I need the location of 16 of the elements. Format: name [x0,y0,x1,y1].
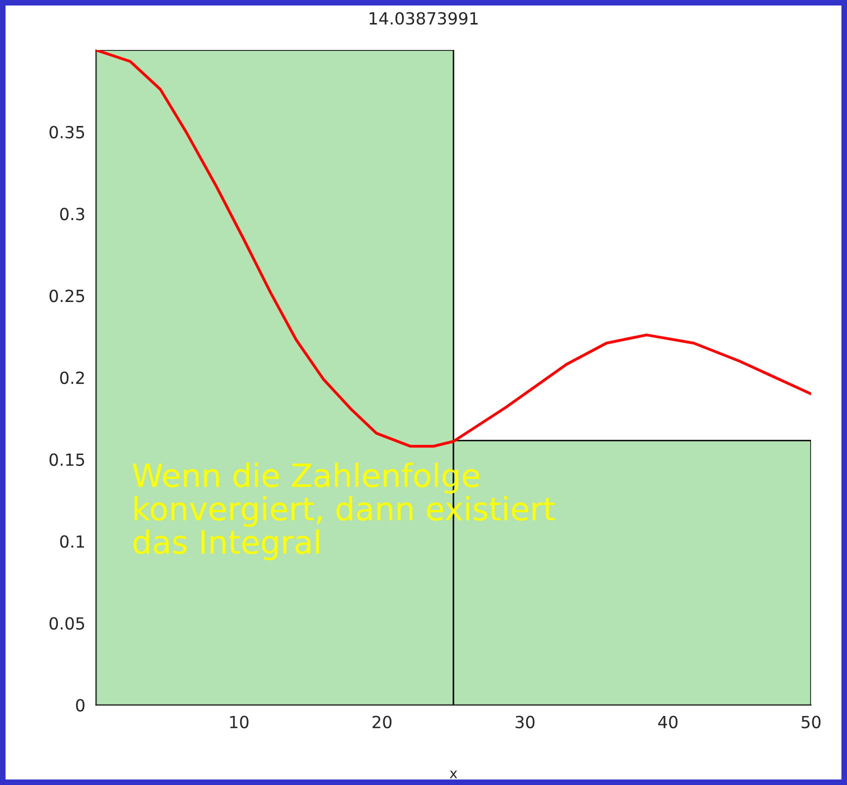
x-tick-label: 40 [658,716,678,728]
x-tick-label: 50 [802,716,820,728]
line-series [96,50,812,448]
y-tick-label: 0.05 [50,617,84,630]
y-tick-label: 0.15 [50,453,84,466]
y-tick-label: 0.35 [50,126,84,138]
y-tick-label: 0.2 [60,371,84,384]
y-tick-label: 0.1 [60,535,84,548]
x-tick-label: 10 [230,716,248,728]
y-tick-label: 0 [76,698,84,712]
y-tick-label: 0.25 [50,290,84,302]
x-tick-label: 30 [516,716,534,728]
x-tick-label: 20 [372,716,392,728]
chart-title: 14.03873991 [370,12,478,25]
y-tick-label: 0.3 [60,208,84,220]
x-axis-title: x [450,770,458,778]
